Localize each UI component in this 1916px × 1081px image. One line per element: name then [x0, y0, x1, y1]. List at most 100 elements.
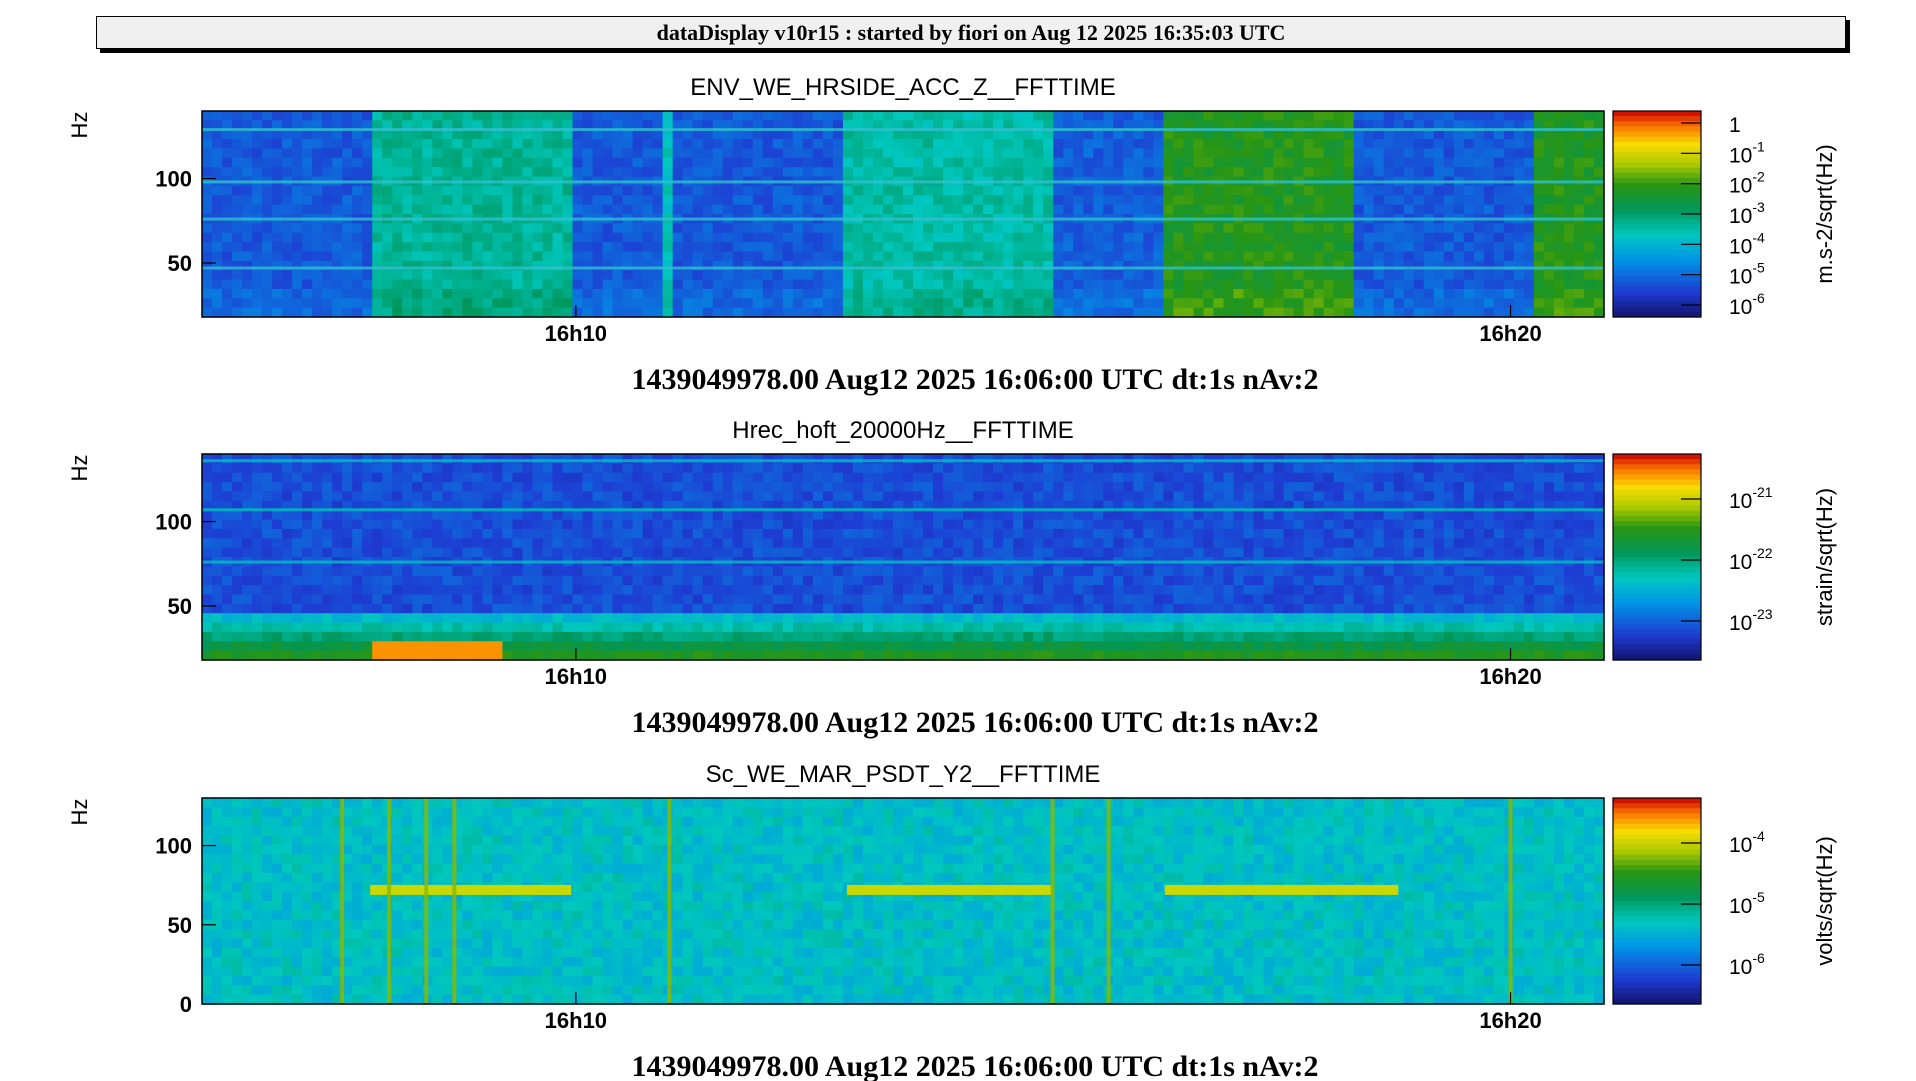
heatmap-cell [1243, 111, 1255, 121]
heatmap-cell [592, 185, 604, 196]
colorbar-swatch [1613, 208, 1701, 215]
heatmap-cell [1253, 204, 1265, 215]
heatmap-cell [642, 472, 654, 483]
heatmap-cell [362, 510, 373, 521]
heatmap-cell [682, 139, 694, 150]
heatmap-cell [892, 547, 904, 558]
heatmap-cell [983, 454, 994, 464]
heatmap-cell [872, 288, 884, 299]
heatmap-cell [1533, 223, 1545, 234]
heatmap-cell [502, 270, 514, 281]
heatmap-cell [1533, 195, 1545, 206]
heatmap-cell [1593, 298, 1605, 309]
heatmap-cell [903, 185, 914, 196]
heatmap-cell [512, 547, 524, 558]
heatmap-cell [512, 307, 524, 318]
heatmap-cell [442, 641, 453, 652]
heatmap-cell [342, 500, 353, 511]
heatmap-cell [1593, 111, 1605, 121]
heatmap-cell [1033, 251, 1044, 262]
heatmap-cell [442, 472, 453, 483]
heatmap-cell [732, 279, 744, 290]
heatmap-cell [602, 242, 614, 253]
heatmap-cell [342, 463, 353, 474]
heatmap-cell [862, 195, 874, 206]
heatmap-cell [1003, 279, 1014, 290]
heatmap-cell [842, 538, 854, 549]
heatmap-cell [262, 641, 273, 652]
heatmap-cell [512, 613, 524, 624]
heatmap-cell [862, 547, 874, 558]
heatmap-cell [1533, 148, 1545, 159]
heatmap-cell [682, 463, 694, 474]
heatmap-cell [742, 195, 754, 206]
heatmap-cell [632, 622, 644, 633]
heatmap-cell [522, 510, 534, 521]
colorbar-tick-label: 10-2 [1729, 169, 1765, 198]
heatmap-cell [1033, 139, 1044, 150]
heatmap-cell [802, 204, 814, 215]
heatmap-cell [1163, 195, 1174, 206]
heatmap-cell [262, 482, 273, 493]
heatmap-cell [1373, 148, 1385, 159]
heatmap-cell [953, 566, 964, 577]
heatmap-cell [822, 622, 834, 633]
heatmap-cell [1343, 120, 1355, 131]
heatmap-cell [272, 279, 283, 290]
colorbar-unit-label: m.s-2/sqrt(Hz) [1812, 144, 1837, 283]
heatmap-cell [552, 603, 564, 614]
heatmap-cell [462, 251, 473, 262]
heatmap-cell [672, 167, 684, 178]
heatmap-cell [432, 157, 443, 168]
heatmap-cell [432, 622, 443, 633]
heatmap-cell [622, 500, 634, 511]
heatmap-cell [1073, 157, 1084, 168]
heatmap-cell [1163, 223, 1174, 234]
heatmap-cell [202, 538, 213, 549]
heatmap-cell [802, 500, 814, 511]
heatmap-cell [562, 500, 574, 511]
heatmap-cell [1023, 185, 1034, 196]
heatmap-cell [592, 167, 604, 178]
heatmap-cell [272, 204, 283, 215]
heatmap-cell [1093, 204, 1104, 215]
heatmap-cell [412, 510, 423, 521]
heatmap-cell [742, 260, 754, 271]
heatmap-cell [432, 120, 443, 131]
heatmap-cell [752, 129, 764, 140]
heatmap-cell [832, 242, 844, 253]
heatmap-cell [672, 510, 684, 521]
heatmap-cell [222, 260, 233, 271]
heatmap-cell [542, 566, 554, 577]
heatmap-cell [842, 547, 854, 558]
heatmap-cell [832, 111, 844, 121]
heatmap-cell [422, 510, 433, 521]
heatmap-cell [352, 538, 363, 549]
heatmap-cell [772, 454, 784, 464]
heatmap-cell [302, 594, 313, 605]
heatmap-cell [332, 585, 343, 596]
heatmap-cell [1123, 232, 1134, 243]
heatmap-cell [692, 232, 704, 243]
heatmap-cell [652, 528, 664, 539]
heatmap-cell [502, 129, 514, 140]
heatmap-cell [652, 547, 664, 558]
heatmap-cell [832, 622, 844, 633]
heatmap-cell [1203, 148, 1215, 159]
heatmap-cell [943, 157, 954, 168]
heatmap-cell [1303, 260, 1315, 271]
heatmap-cell [1153, 232, 1164, 243]
heatmap-cell [702, 232, 714, 243]
heatmap-cell [1233, 223, 1245, 234]
heatmap-cell [672, 223, 684, 234]
heatmap-cell [402, 298, 413, 309]
heatmap-cell [772, 251, 784, 262]
heatmap-cell [292, 603, 303, 614]
heatmap-cell [1073, 288, 1084, 299]
heatmap-cell [953, 454, 964, 464]
heatmap-cell [672, 547, 684, 558]
heatmap-cell [1473, 167, 1485, 178]
heatmap-cell [402, 204, 413, 215]
heatmap-cell [332, 454, 343, 464]
heatmap-cell [1273, 157, 1285, 168]
